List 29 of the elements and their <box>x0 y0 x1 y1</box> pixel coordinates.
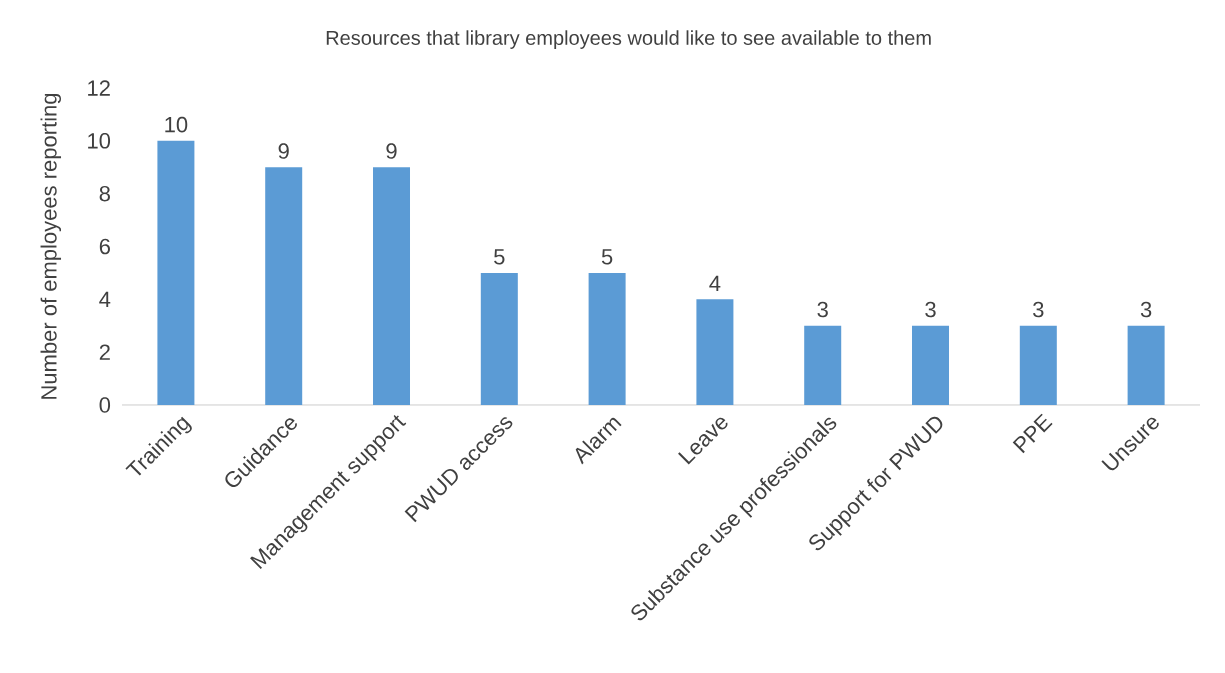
data-label: 5 <box>601 249 613 265</box>
bar <box>1127 325 1165 405</box>
data-label: 10 <box>165 116 188 133</box>
data-label: 9 <box>386 143 397 159</box>
bar <box>157 140 195 405</box>
data-label: 3 <box>925 301 936 318</box>
y-tick-label: 6 <box>99 238 110 255</box>
y-axis-title: Number of employees reporting <box>40 93 62 399</box>
bar <box>696 299 734 405</box>
data-label: 3 <box>1140 301 1152 318</box>
bar <box>804 325 842 405</box>
bar <box>373 167 411 405</box>
bar <box>912 325 950 405</box>
y-tick-label: 4 <box>99 291 111 307</box>
data-label: 3 <box>817 301 828 318</box>
data-label: 9 <box>278 143 289 159</box>
data-label: 4 <box>709 275 721 291</box>
data-label: 5 <box>494 249 505 265</box>
bar <box>265 167 303 405</box>
data-label: 3 <box>1033 301 1044 318</box>
y-tick-label: 10 <box>88 133 111 149</box>
y-tick-label: 0 <box>99 397 111 413</box>
y-tick-label: 2 <box>99 344 110 360</box>
bar <box>1019 325 1057 405</box>
bar <box>588 272 626 405</box>
y-tick-label: 12 <box>88 80 110 96</box>
chart-title: Resources that library employees would like to see available to them <box>326 30 931 49</box>
y-tick-label: 8 <box>99 185 110 202</box>
bar <box>480 272 518 405</box>
